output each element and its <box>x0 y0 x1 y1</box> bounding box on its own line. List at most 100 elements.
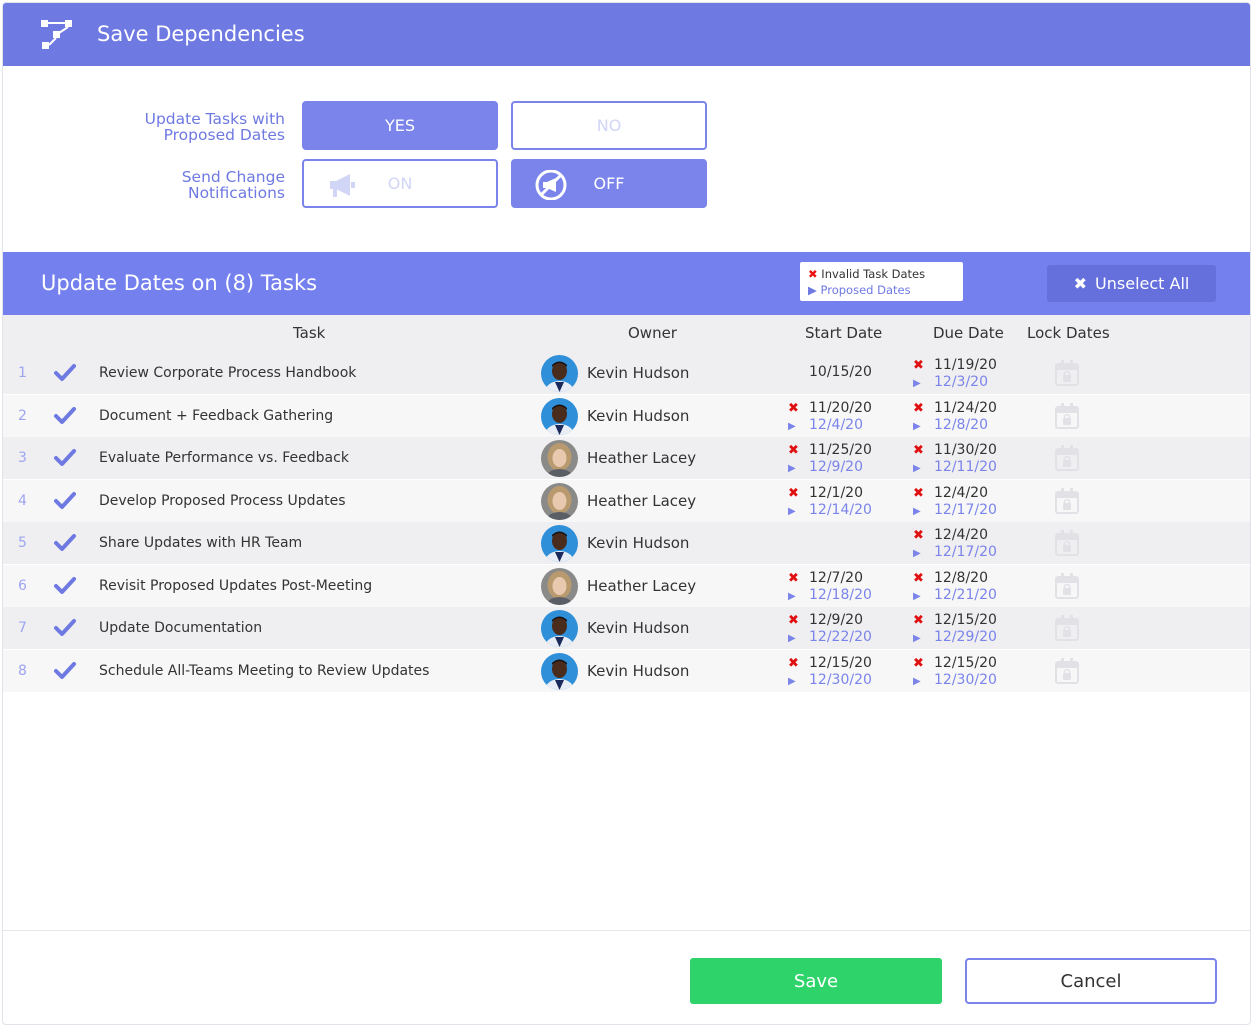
task-name: Document + Feedback Gathering <box>99 407 334 424</box>
table-row[interactable]: 3 Evaluate Performance vs. Feedback Heathe… <box>3 437 1250 479</box>
due-date-proposed: 12/11/20 <box>934 459 997 475</box>
row-number: 5 <box>18 535 27 551</box>
invalid-x-icon: ✖ <box>788 570 799 586</box>
section-title: Update Dates on (8) Tasks <box>41 271 318 295</box>
due-date-proposed: 12/8/20 <box>934 416 988 433</box>
invalid-x-icon: ✖ <box>913 655 924 671</box>
start-date-current: 12/1/20 <box>809 484 863 501</box>
table-row[interactable]: 1 Review Corporate Process Handbook Kevin … <box>3 352 1250 394</box>
no-button[interactable]: NO <box>511 101 707 150</box>
lock-dates-icon[interactable] <box>1055 402 1079 429</box>
avatar <box>541 440 578 477</box>
table-row[interactable]: 5 Share Updates with HR Team Kevin Hudson ✖… <box>3 522 1250 564</box>
invalid-x-icon: ✖ <box>913 528 924 543</box>
row-number: 8 <box>18 662 27 679</box>
row-number: 1 <box>18 365 27 381</box>
due-date-current: 12/4/20 <box>934 527 988 543</box>
lock-dates-icon[interactable] <box>1055 445 1079 471</box>
update-dates-bar: Update Dates on (8) Tasks ✖ Invalid Task… <box>3 252 1250 315</box>
notifications-on-button[interactable]: ON <box>302 159 498 208</box>
start-date-current: 10/15/20 <box>809 364 872 380</box>
owner-name: Heather Lacey <box>587 576 697 595</box>
notifications-off-button[interactable]: OFF <box>511 159 707 208</box>
start-date-cell: ✖ 11/20/20 ▶ 12/4/20 <box>788 400 872 435</box>
avatar <box>541 610 578 647</box>
avatar <box>541 482 578 520</box>
select-check-icon[interactable] <box>53 532 77 554</box>
lock-dates-icon[interactable] <box>1055 530 1079 556</box>
table-row[interactable]: 2 Document + Feedback Gathering Kevin Huds… <box>3 394 1250 437</box>
select-check-icon[interactable] <box>53 617 77 639</box>
lock-dates-icon[interactable] <box>1055 360 1079 386</box>
due-date-cell: ✖ 12/15/20 ▶ 12/30/20 <box>913 655 997 690</box>
close-icon: ✖ <box>1073 274 1088 293</box>
notifications-label-line2: Notifications <box>187 184 285 202</box>
proposed-arrow-icon: ▶ <box>788 505 796 517</box>
task-name: Update Documentation <box>99 620 263 636</box>
invalid-x-icon: ✖ <box>788 443 799 458</box>
unselect-all-label: Unselect All <box>1095 274 1190 293</box>
lock-dates-icon[interactable] <box>1055 572 1079 599</box>
invalid-x-icon: ✖ <box>788 485 799 501</box>
due-date-current: 11/30/20 <box>934 442 997 458</box>
task-name: Review Corporate Process Handbook <box>99 365 357 381</box>
row-number: 4 <box>18 492 27 509</box>
start-date-current: 12/7/20 <box>809 569 863 586</box>
task-name: Schedule All-Teams Meeting to Review Upd… <box>99 662 430 679</box>
select-check-icon[interactable] <box>53 405 77 427</box>
select-check-icon[interactable] <box>53 447 77 469</box>
due-date-cell: ✖ 12/4/20 ▶ 12/17/20 <box>913 527 997 562</box>
start-date-cell: ✖ 11/25/20 ▶ 12/9/20 <box>788 442 872 477</box>
lock-dates-icon[interactable] <box>1055 487 1079 514</box>
dialog-title: Save Dependencies <box>97 22 305 46</box>
task-name: Revisit Proposed Updates Post-Meeting <box>99 577 373 594</box>
select-check-icon[interactable] <box>53 490 77 512</box>
cancel-button[interactable]: Cancel <box>965 958 1217 1004</box>
proposed-arrow-icon: ▶ <box>913 675 921 687</box>
owner-name: Kevin Hudson <box>587 619 690 637</box>
proposed-arrow-icon: ▶ <box>913 590 921 602</box>
table-row[interactable]: 8 Schedule All-Teams Meeting to Review Up… <box>3 649 1250 692</box>
start-date-proposed: 12/18/20 <box>809 586 872 603</box>
due-date-current: 12/8/20 <box>934 569 988 586</box>
lock-dates-icon[interactable] <box>1055 615 1079 641</box>
muted-megaphone-icon <box>535 170 567 200</box>
table-row[interactable]: 6 Revisit Proposed Updates Post-Meeting He… <box>3 564 1250 607</box>
select-check-icon[interactable] <box>53 362 77 384</box>
owner-name: Heather Lacey <box>587 449 697 467</box>
save-button[interactable]: Save <box>690 958 942 1004</box>
due-date-proposed: 12/17/20 <box>934 544 997 560</box>
col-owner: Owner <box>628 324 677 342</box>
start-date-proposed: 12/9/20 <box>809 459 863 475</box>
update-tasks-label-line2: Proposed Dates <box>163 126 285 144</box>
task-name: Share Updates with HR Team <box>99 535 303 551</box>
dependency-icon <box>41 20 72 49</box>
lock-dates-icon[interactable] <box>1055 657 1079 684</box>
legend-invalid-label: Invalid Task Dates <box>821 267 926 281</box>
notifications-label: Send Change Notifications <box>105 169 285 201</box>
select-check-icon[interactable] <box>53 660 77 682</box>
due-date-current: 12/4/20 <box>934 484 988 501</box>
select-check-icon[interactable] <box>53 575 77 597</box>
yes-button[interactable]: YES <box>302 101 498 150</box>
unselect-all-button[interactable]: ✖ Unselect All <box>1047 265 1216 302</box>
proposed-arrow-icon: ▶ <box>913 505 921 517</box>
due-date-proposed: 12/17/20 <box>934 501 997 518</box>
start-date-cell: ✖ 12/7/20 ▶ 12/18/20 <box>788 570 872 605</box>
table-row[interactable]: 7 Update Documentation Kevin Hudson ✖ 12/9/2… <box>3 607 1250 649</box>
avatar <box>541 397 578 435</box>
due-date-current: 11/24/20 <box>934 399 997 416</box>
invalid-x-icon: ✖ <box>913 443 924 458</box>
owner-name: Kevin Hudson <box>587 406 690 425</box>
start-date-proposed: 12/22/20 <box>809 629 872 645</box>
megaphone-icon <box>330 174 355 197</box>
proposed-arrow-icon: ▶ <box>788 675 796 687</box>
due-date-cell: ✖ 11/19/20 ▶ 12/3/20 <box>913 357 997 392</box>
legend-proposed: ▶ Proposed Dates <box>808 282 963 298</box>
row-number: 7 <box>18 620 27 636</box>
invalid-x-icon: ✖ <box>808 267 818 281</box>
invalid-x-icon: ✖ <box>788 613 799 628</box>
avatar <box>541 567 578 605</box>
proposed-arrow-icon: ▶ <box>913 463 921 474</box>
table-row[interactable]: 4 Develop Proposed Process Updates Heather… <box>3 479 1250 522</box>
